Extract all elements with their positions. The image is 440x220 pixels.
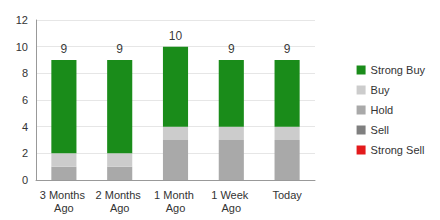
svg-text:Today: Today <box>272 189 302 201</box>
svg-text:Ago: Ago <box>166 202 186 214</box>
svg-text:9: 9 <box>228 42 235 56</box>
svg-text:12: 12 <box>16 14 28 26</box>
svg-text:Ago: Ago <box>54 202 74 214</box>
svg-text:0: 0 <box>22 174 28 186</box>
svg-text:9: 9 <box>284 42 291 56</box>
svg-text:Strong Sell: Strong Sell <box>371 144 425 156</box>
svg-text:9: 9 <box>116 42 123 56</box>
svg-text:9: 9 <box>61 42 68 56</box>
svg-text:6: 6 <box>22 94 28 106</box>
svg-text:2: 2 <box>22 147 28 159</box>
svg-text:2 Months: 2 Months <box>96 189 144 201</box>
svg-text:4: 4 <box>22 121 28 133</box>
svg-text:Strong Buy: Strong Buy <box>371 64 426 76</box>
svg-text:Hold: Hold <box>371 104 394 116</box>
svg-text:3 Months: 3 Months <box>40 189 88 201</box>
svg-text:1 Week: 1 Week <box>211 189 251 201</box>
svg-text:Ago: Ago <box>110 202 130 214</box>
svg-text:10: 10 <box>169 29 183 43</box>
svg-text:10: 10 <box>16 41 28 53</box>
svg-text:8: 8 <box>22 67 28 79</box>
svg-text:Ago: Ago <box>222 202 242 214</box>
svg-text:1 Month: 1 Month <box>154 189 197 201</box>
svg-text:Buy: Buy <box>371 84 390 96</box>
svg-text:Sell: Sell <box>371 124 389 136</box>
